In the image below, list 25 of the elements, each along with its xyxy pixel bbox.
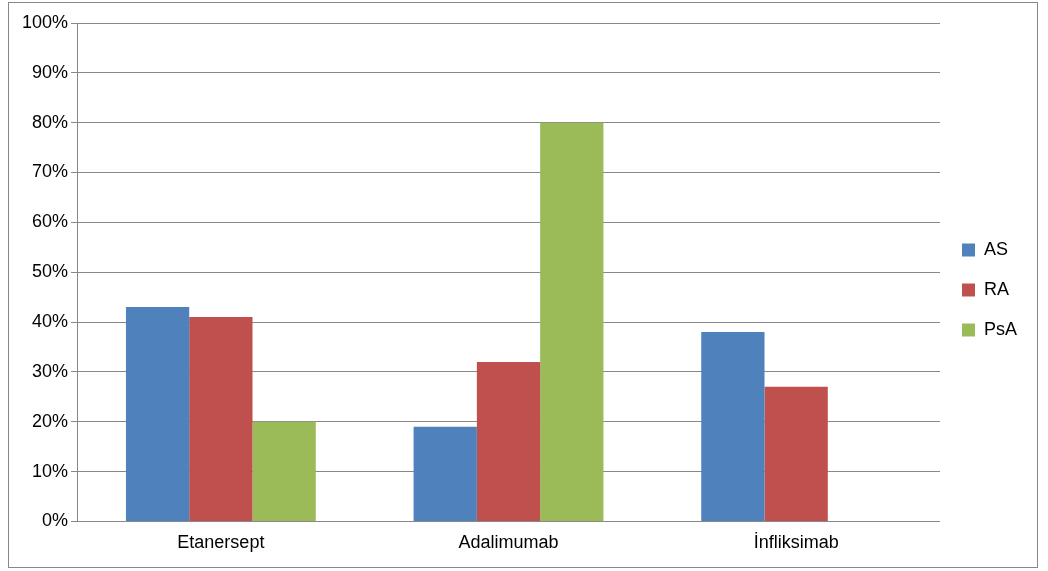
x-tick-label: İnfliksimab — [753, 532, 839, 553]
legend-label: RA — [983, 278, 1009, 299]
y-tick-label: 70% — [32, 161, 69, 182]
bar — [701, 332, 765, 521]
bar — [189, 317, 253, 521]
bar — [764, 386, 828, 521]
y-tick-label: 50% — [32, 261, 69, 282]
y-tick-label: 30% — [32, 360, 69, 381]
bar — [125, 307, 190, 521]
y-tick-label: 40% — [32, 311, 69, 332]
legend-label: AS — [983, 238, 1008, 259]
y-tick-label: 0% — [42, 510, 69, 531]
y-tick-label: 10% — [32, 460, 69, 481]
x-tick-label: Adalimumab — [458, 532, 559, 553]
y-tick-label: 60% — [32, 211, 69, 232]
y-tick-label: 90% — [32, 61, 69, 82]
bar — [476, 361, 541, 521]
bar — [413, 426, 477, 521]
bar — [540, 122, 604, 521]
legend-label: PsA — [983, 318, 1017, 339]
y-tick-label: 100% — [21, 11, 69, 32]
y-tick-label: 20% — [32, 410, 69, 431]
bar — [252, 421, 316, 521]
x-tick-label: Etanersept — [177, 532, 265, 553]
y-tick-label: 80% — [32, 111, 69, 132]
